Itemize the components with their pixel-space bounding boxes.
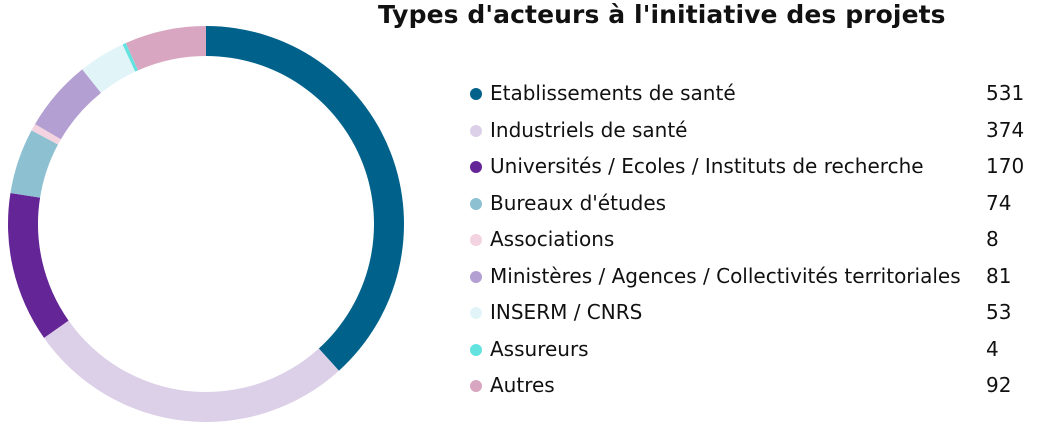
slice-ministeres-agences-collectivites-territoriales [35, 69, 102, 140]
slice-inserm-cnrs [82, 44, 136, 93]
legend-value: 8 [986, 227, 999, 251]
legend-value: 53 [986, 300, 1012, 324]
legend: Etablissements de santé 531 Industriels … [470, 78, 1040, 407]
legend-value: 74 [986, 190, 1012, 215]
donut-chart [7, 26, 404, 422]
legend-label: Universités / Ecoles / Instituts de rech… [490, 154, 924, 178]
legend-item: Bureaux d'études 74 [470, 188, 1040, 225]
slice-universites-ecoles-instituts-de-recherche [7, 192, 69, 338]
legend-swatch [470, 343, 482, 356]
chart-title: Types d'acteurs à l'initiative des proje… [378, 0, 946, 29]
legend-swatch [470, 197, 482, 210]
slice-associations [31, 124, 61, 145]
slice-etablissements-de-sante [206, 26, 404, 371]
legend-value: 81 [986, 263, 1012, 288]
legend-label: Ministères / Agences / Collectivités ter… [490, 263, 961, 288]
legend-swatch [470, 307, 482, 319]
legend-label: Assureurs [490, 336, 589, 361]
legend-label: Bureaux d'études [490, 190, 667, 215]
legend-value: 374 [986, 117, 1025, 142]
legend-item: Universités / Ecoles / Instituts de rech… [470, 151, 1040, 188]
legend-item: Autres 92 [470, 370, 1040, 407]
legend-swatch [470, 88, 482, 100]
legend-swatch [470, 380, 482, 392]
legend-value: 170 [986, 154, 1025, 178]
legend-value: 92 [986, 373, 1012, 397]
legend-label: Associations [490, 227, 615, 251]
legend-item: Assureurs 4 [470, 334, 1040, 371]
legend-label: Autres [490, 373, 555, 397]
legend-value: 531 [986, 81, 1025, 105]
slice-bureaux-d-etudes [10, 130, 58, 198]
legend-swatch [470, 161, 482, 173]
legend-item: Ministères / Agences / Collectivités ter… [470, 261, 1040, 298]
legend-label: INSERM / CNRS [490, 300, 643, 324]
legend-swatch [470, 234, 482, 246]
legend-item: Associations 8 [470, 224, 1040, 261]
legend-value: 4 [986, 336, 999, 361]
legend-swatch [470, 124, 482, 137]
slice-assureurs [122, 42, 138, 72]
legend-item: Etablissements de santé 531 [470, 78, 1040, 115]
legend-label: Etablissements de santé [490, 81, 736, 105]
legend-swatch [470, 270, 482, 283]
slice-industriels-de-sante [44, 320, 339, 422]
legend-label: Industriels de santé [490, 117, 688, 142]
legend-item: Industriels de santé 374 [470, 115, 1040, 152]
slice-autres [125, 26, 206, 71]
legend-item: INSERM / CNRS 53 [470, 297, 1040, 334]
